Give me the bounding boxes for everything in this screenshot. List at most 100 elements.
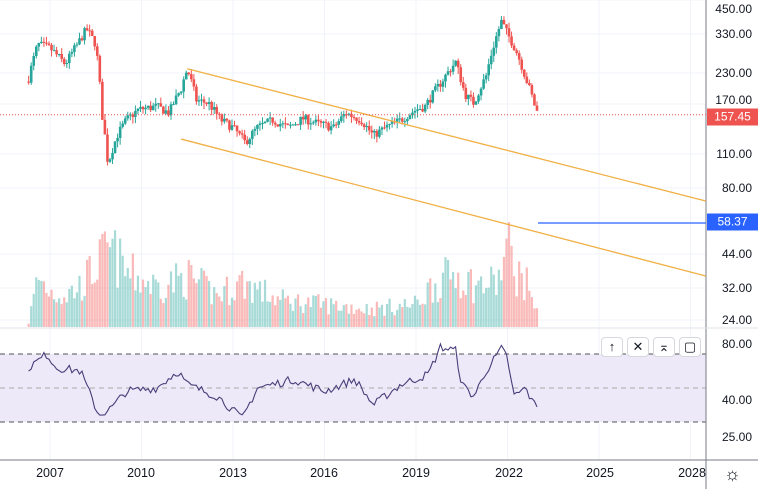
volume-bar: [505, 238, 508, 327]
volume-bar: [256, 289, 259, 327]
price-tick: 32.00: [721, 281, 752, 295]
time-tick: 2013: [219, 466, 247, 480]
volume-bar: [63, 297, 66, 327]
collapse-pane-button[interactable]: ⌅: [653, 337, 675, 357]
candle-body: [505, 24, 508, 29]
volume-bar: [391, 311, 394, 327]
candle-body: [240, 133, 244, 135]
volume-bar: [317, 294, 320, 327]
volume-bar: [436, 302, 439, 327]
volume-bar: [474, 285, 478, 327]
candle-body: [55, 50, 58, 55]
candle-body: [304, 115, 307, 120]
candle-body: [312, 122, 315, 124]
volume-bar: [502, 256, 506, 327]
candle-body: [406, 119, 409, 122]
volume-bar: [47, 296, 51, 327]
volume-bar: [213, 287, 216, 327]
volume-bar: [533, 308, 536, 327]
volume-bar: [276, 296, 279, 327]
volume-bar: [337, 310, 340, 327]
candle-body: [88, 30, 91, 32]
candle-body: [431, 90, 435, 103]
volume-bar: [78, 275, 81, 327]
candle-body: [367, 125, 371, 131]
candle-body: [317, 119, 320, 121]
volume-bar: [70, 285, 73, 327]
candle-body: [520, 59, 524, 70]
volume-bar: [174, 263, 178, 327]
volume-bar: [528, 290, 531, 327]
volume-bar: [324, 298, 328, 327]
volume-bar: [32, 293, 35, 327]
candle-body: [256, 124, 259, 129]
volume-bar: [159, 298, 162, 327]
volume-bar: [464, 295, 467, 327]
candle-body: [268, 117, 272, 119]
candle-body: [144, 107, 147, 110]
volume-bar: [182, 296, 185, 327]
volume-bar: [530, 297, 533, 327]
candle-body: [276, 124, 280, 127]
candle-body: [129, 114, 132, 116]
volume-bar: [101, 234, 104, 327]
hline-price-tag[interactable]: 58.37: [707, 213, 758, 231]
volume-bar: [98, 239, 101, 327]
volume-bar: [421, 303, 424, 327]
candle-body: [27, 81, 30, 83]
volume-bar: [141, 279, 145, 327]
volume-bar: [459, 298, 462, 327]
candle-body: [507, 28, 511, 37]
volume-bar: [126, 267, 129, 327]
candle-body: [266, 118, 269, 122]
candle-body: [426, 99, 429, 105]
volume-bar: [88, 256, 91, 327]
volume-bar: [177, 275, 180, 327]
volume-bar: [299, 306, 302, 327]
volume-bar: [30, 306, 33, 327]
volume-bar: [103, 231, 106, 327]
volume-bar: [190, 265, 193, 327]
candle-body: [528, 83, 531, 86]
candle-body: [164, 110, 168, 114]
price-tick: 24.00: [721, 313, 752, 327]
volume-bar: [208, 281, 211, 327]
close-pane-button[interactable]: ✕: [627, 337, 649, 357]
volume-bar: [83, 295, 86, 327]
candle-body: [530, 85, 534, 95]
volume-bar: [197, 279, 201, 327]
volume-bar: [378, 307, 381, 327]
volume-bar: [157, 282, 160, 327]
price-tick: 170.00: [715, 93, 752, 107]
candle-body: [517, 53, 521, 60]
candle-body: [373, 130, 376, 133]
candle-body: [205, 102, 208, 104]
volume-bar: [441, 272, 445, 327]
candle-body: [309, 123, 313, 125]
candle-body: [258, 123, 262, 125]
candle-body: [261, 123, 264, 125]
volume-bar: [385, 303, 389, 327]
maximize-pane-button[interactable]: ▢: [679, 337, 701, 357]
volume-bar: [223, 286, 226, 327]
volume-bar: [96, 279, 99, 327]
time-tick: 2022: [495, 466, 523, 480]
last-price-tag: 157.45: [707, 108, 758, 126]
move-pane-up-button[interactable]: ↑: [601, 337, 623, 357]
volume-bar: [492, 274, 495, 327]
candle-body: [47, 43, 51, 45]
rsi-tick: 40.00: [721, 393, 752, 407]
volume-bar: [134, 290, 137, 327]
candle-body: [342, 114, 346, 117]
candle-body: [390, 121, 394, 124]
candle-body: [408, 115, 412, 120]
volume-bar: [289, 303, 292, 327]
candle-body: [235, 125, 239, 132]
settings-gear-icon[interactable]: ☼: [724, 464, 741, 484]
volume-bar: [472, 303, 475, 327]
candle-body: [421, 109, 424, 112]
rsi-tick: 25.00: [721, 430, 752, 444]
candle-body: [118, 126, 122, 138]
